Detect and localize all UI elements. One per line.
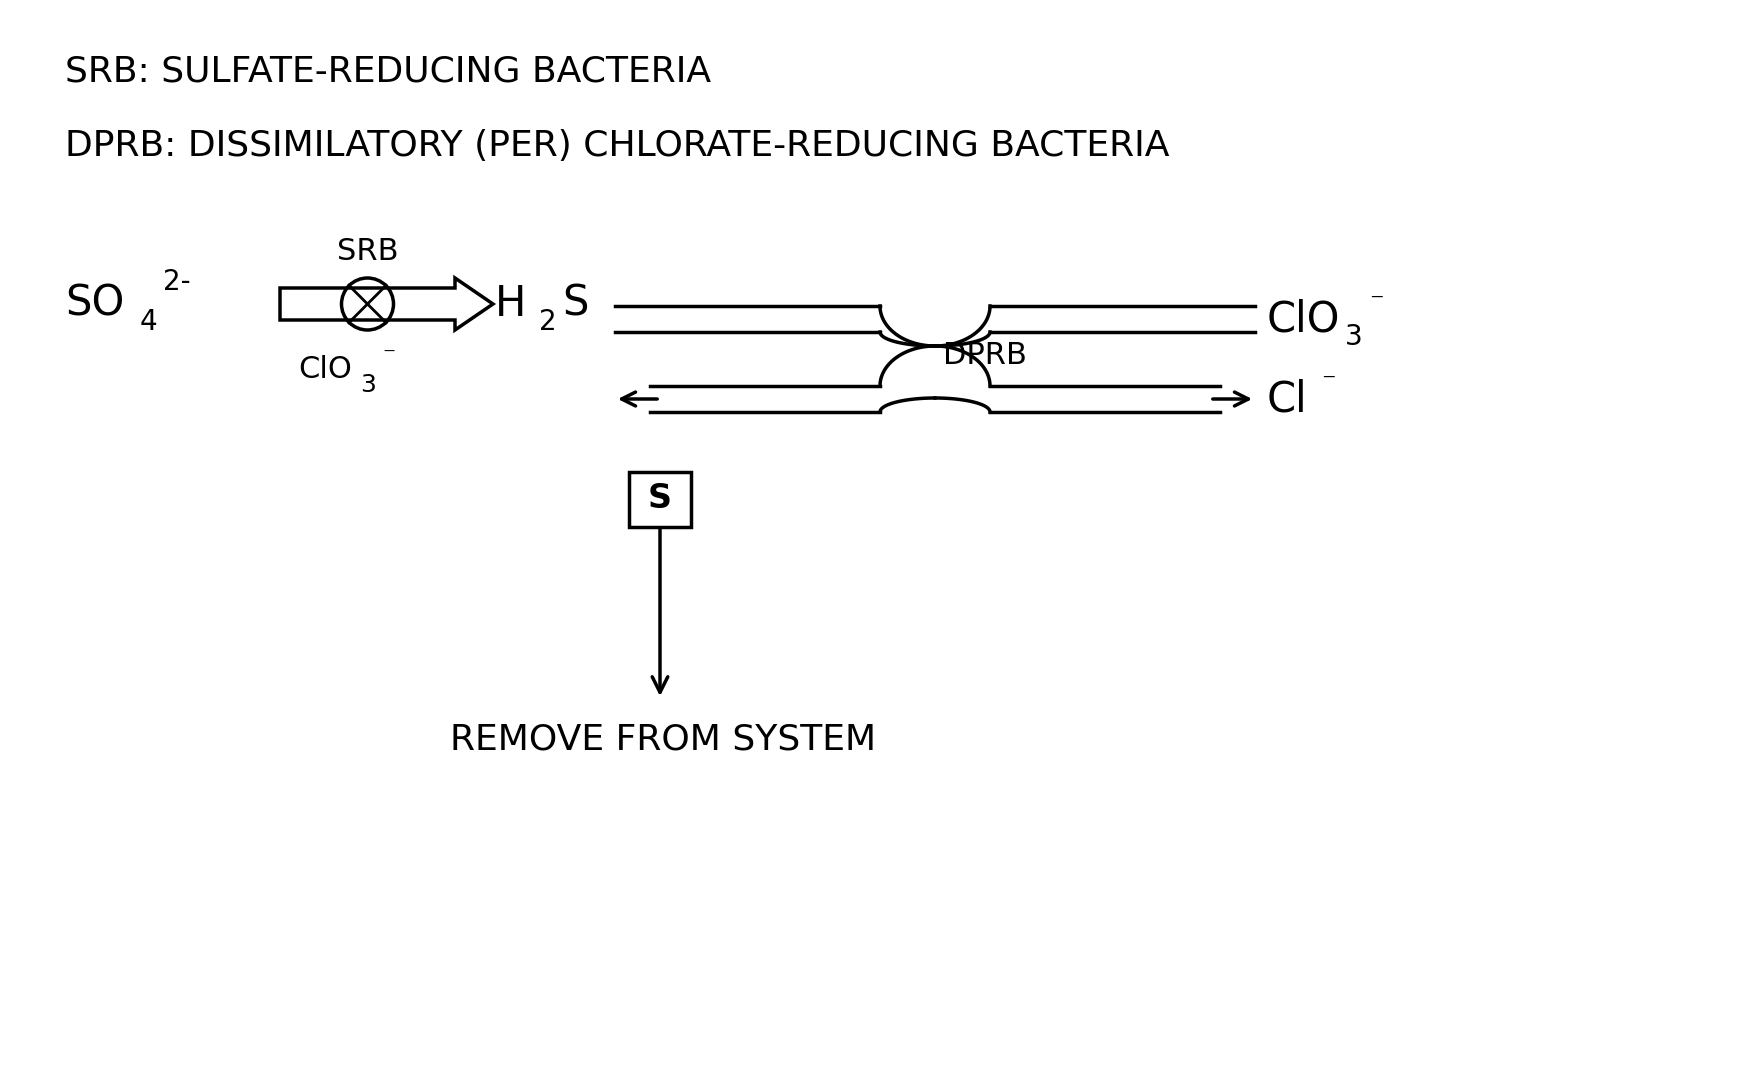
Text: ⁻: ⁻ <box>1369 289 1383 317</box>
Text: 3: 3 <box>1345 323 1362 351</box>
Text: 4: 4 <box>140 308 158 336</box>
Text: 3: 3 <box>359 373 375 397</box>
Text: Cl: Cl <box>1267 378 1308 420</box>
Text: ⁻: ⁻ <box>1322 369 1336 397</box>
Text: SO: SO <box>65 283 124 325</box>
Polygon shape <box>280 278 493 330</box>
Text: REMOVE FROM SYSTEM: REMOVE FROM SYSTEM <box>451 722 876 756</box>
Text: ClO: ClO <box>298 354 352 384</box>
Text: 2-: 2- <box>163 268 191 296</box>
Text: ⁻: ⁻ <box>382 345 394 369</box>
Text: S: S <box>563 283 589 325</box>
Text: SRB: SULFATE-REDUCING BACTERIA: SRB: SULFATE-REDUCING BACTERIA <box>65 54 712 88</box>
Text: S: S <box>649 482 671 516</box>
Text: ClO: ClO <box>1267 298 1341 340</box>
Text: SRB: SRB <box>337 237 398 267</box>
Bar <box>629 472 691 527</box>
Text: 2: 2 <box>538 308 557 336</box>
Text: DPRB: DISSIMILATORY (PER) CHLORATE-REDUCING BACTERIA: DPRB: DISSIMILATORY (PER) CHLORATE-REDUC… <box>65 129 1169 163</box>
Text: DPRB: DPRB <box>943 341 1027 371</box>
Text: H: H <box>494 283 526 325</box>
